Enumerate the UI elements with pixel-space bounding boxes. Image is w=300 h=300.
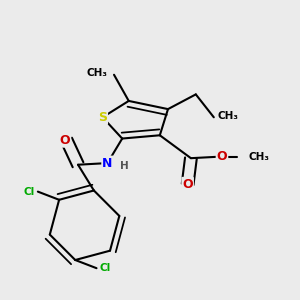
Text: CH₃: CH₃ <box>217 111 238 121</box>
Text: H: H <box>120 161 129 171</box>
Text: O: O <box>60 134 70 147</box>
Text: O: O <box>217 150 227 163</box>
Text: O: O <box>182 178 193 191</box>
Text: Cl: Cl <box>23 187 34 196</box>
Text: Cl: Cl <box>100 263 111 273</box>
Text: CH₃: CH₃ <box>86 68 107 78</box>
Text: S: S <box>98 111 107 124</box>
Text: N: N <box>102 157 113 169</box>
Text: CH₃: CH₃ <box>248 152 269 161</box>
